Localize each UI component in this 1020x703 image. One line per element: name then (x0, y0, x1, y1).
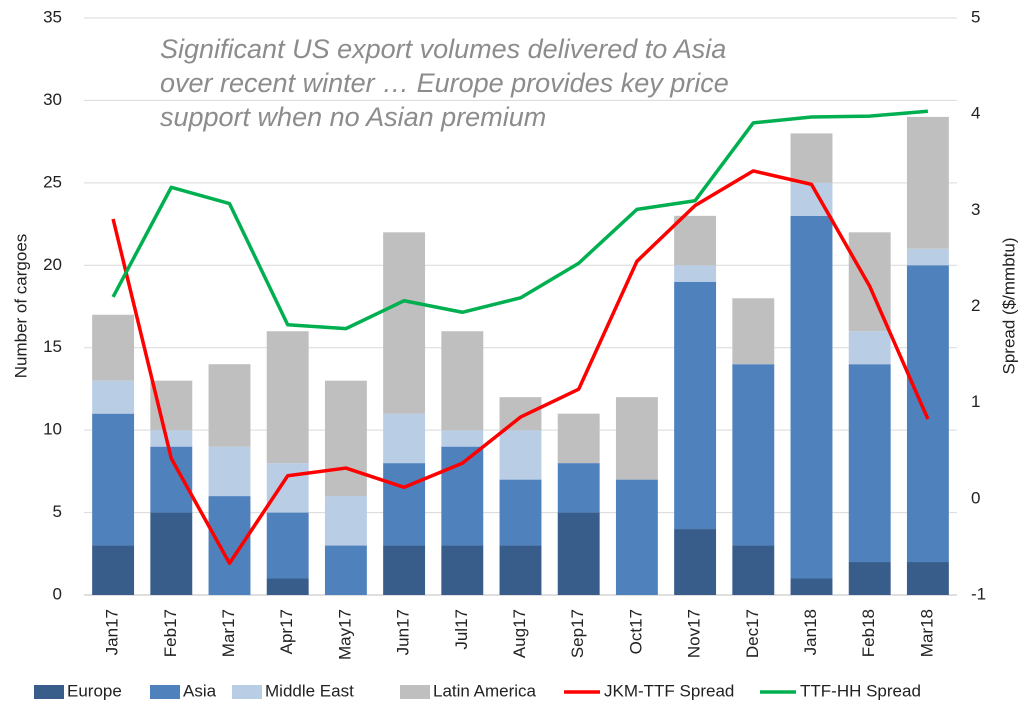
legend-label: Asia (183, 681, 217, 700)
bar-segment (266, 463, 309, 513)
bar-segment (324, 380, 367, 497)
x-tick-label: Dec17 (743, 609, 762, 658)
y2-tick-label: -1 (971, 584, 986, 603)
line-series (111, 109, 929, 331)
bar-segment (499, 430, 542, 480)
bar-segment (441, 430, 484, 447)
bar-segment (790, 578, 833, 595)
bar-segment (499, 479, 542, 546)
bar-segment (906, 265, 949, 563)
x-tick-label: Feb17 (161, 609, 180, 657)
bar-segment (674, 281, 717, 530)
bar-segment (848, 562, 891, 595)
y2-tick-label: 5 (971, 7, 980, 26)
y-tick-label: 0 (53, 584, 62, 603)
bar-segment (441, 331, 484, 431)
y2-tick-label: 2 (971, 296, 980, 315)
bar-segment (92, 413, 135, 546)
bar-segment (383, 463, 426, 546)
bar-segment (557, 413, 600, 464)
x-tick-label: May17 (335, 609, 354, 660)
bar-segment (383, 413, 426, 464)
x-tick-label: Jan17 (103, 609, 122, 655)
legend-label: Latin America (433, 681, 537, 700)
bar-segment (266, 578, 309, 595)
bar-segment (208, 364, 251, 447)
bar-segment (92, 314, 135, 381)
y2-axis-label: Spread ($/mmbtu) (999, 238, 1018, 375)
bar-segment (557, 512, 600, 595)
y-tick-label: 20 (43, 255, 62, 274)
annotation: Significant US export volumes delivered … (160, 34, 726, 64)
bar-segment (848, 331, 891, 365)
bar-segment (499, 545, 542, 595)
bar-segment (674, 265, 717, 282)
legend-swatch (34, 685, 64, 699)
bar-segment (674, 529, 717, 595)
y2-tick-label: 3 (971, 200, 980, 219)
legend-label: JKM-TTF Spread (604, 681, 734, 700)
bar-segment (383, 232, 426, 414)
y2-tick-label: 4 (971, 104, 980, 123)
annotation: over recent winter … Europe provides key… (160, 68, 729, 98)
bar-segment (208, 496, 251, 595)
y-tick-label: 25 (43, 172, 62, 191)
bar-segment (615, 397, 658, 480)
x-tick-label: Aug17 (510, 609, 529, 658)
x-tick-label: Jul17 (452, 609, 471, 650)
bar-segment (732, 298, 775, 365)
bar-segment (906, 116, 949, 249)
bar-segment (266, 331, 309, 464)
bar-segment (441, 545, 484, 595)
legend-label: Europe (67, 681, 122, 700)
x-tick-label: Nov17 (685, 609, 704, 658)
y-axis-label: Number of cargoes (11, 234, 30, 379)
x-tick-label: Mar18 (917, 609, 936, 657)
bar-segment (615, 479, 658, 595)
x-tick-label: Mar17 (219, 609, 238, 657)
legend-swatch (232, 685, 262, 699)
x-tick-label: Sep17 (568, 609, 587, 658)
bar-segment (324, 496, 367, 546)
line-series (111, 169, 930, 566)
bar-segment (557, 463, 600, 513)
x-tick-label: Feb18 (859, 609, 878, 657)
bar-segment (150, 512, 193, 595)
bar-segment (324, 545, 367, 595)
legend-swatch (150, 685, 180, 699)
y-tick-label: 10 (43, 420, 62, 439)
y-tick-label: 30 (43, 90, 62, 109)
bar-segment (383, 545, 426, 595)
x-tick-label: Jan18 (801, 609, 820, 655)
legend-swatch (400, 685, 430, 699)
bar-segment (150, 430, 193, 447)
bar-segment (266, 512, 309, 579)
bar-segment (732, 364, 775, 546)
y2-tick-label: 0 (971, 488, 980, 507)
legend-label: TTF-HH Spread (800, 681, 921, 700)
x-tick-label: Jun17 (394, 609, 413, 655)
bar-segment (674, 215, 717, 266)
bar-segment (906, 562, 949, 595)
y2-tick-label: 1 (971, 392, 980, 411)
bar-segment (499, 397, 542, 431)
y-tick-label: 5 (53, 502, 62, 521)
bar-segment (848, 364, 891, 563)
y-tick-label: 15 (43, 337, 62, 356)
bar-segment (208, 446, 251, 497)
bar-segment (906, 248, 949, 266)
bar-segment (92, 545, 135, 595)
bar-segment (790, 215, 833, 579)
bar-segment (732, 545, 775, 595)
y-tick-label: 35 (43, 7, 62, 26)
legend-label: Middle East (265, 681, 354, 700)
bar-segment (92, 380, 135, 414)
annotation: support when no Asian premium (160, 102, 546, 132)
x-tick-label: Apr17 (277, 609, 296, 654)
x-tick-label: Oct17 (626, 609, 645, 654)
bar-segment (790, 133, 833, 183)
